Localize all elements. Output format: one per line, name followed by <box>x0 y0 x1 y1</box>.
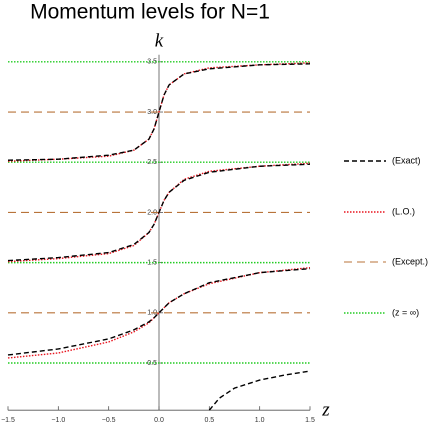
chart-title: Momentum levels for N=1 <box>30 1 270 24</box>
series-line <box>7 62 311 359</box>
legend-label: (Exact) <box>392 155 421 165</box>
series-line <box>8 61 310 364</box>
x-axis-label: z <box>321 399 330 420</box>
x-tick-label: 0.0 <box>154 417 164 424</box>
legend-label: (z = ∞) <box>392 307 419 317</box>
x-tick-label: 1.5 <box>305 417 315 424</box>
x-tick-label: 1.0 <box>255 417 265 424</box>
legend-label: (L.O.) <box>392 206 415 216</box>
legend-label: (Except.) <box>392 256 428 266</box>
x-tick-label: −0.5 <box>102 417 116 424</box>
y-axis-label: k <box>155 30 164 51</box>
x-tick-label: −1.5 <box>1 417 15 424</box>
x-tick-label: 0.5 <box>204 417 214 424</box>
x-tick-label: −1.0 <box>51 417 65 424</box>
